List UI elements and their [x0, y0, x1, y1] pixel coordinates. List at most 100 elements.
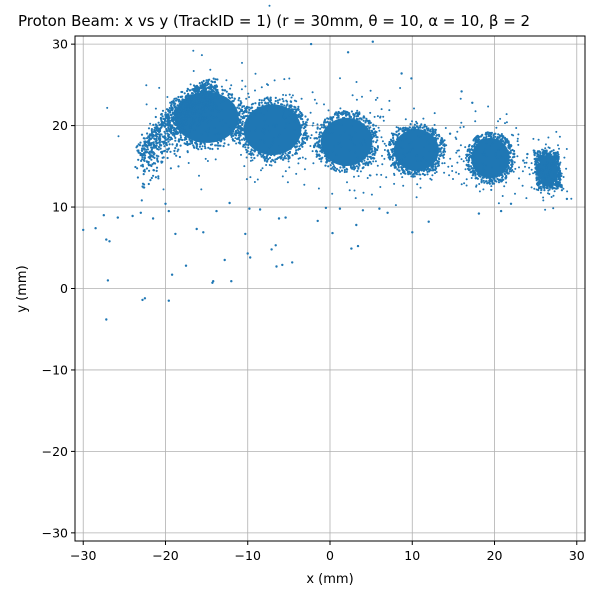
data-point — [212, 77, 215, 80]
data-point — [362, 119, 365, 122]
data-point — [162, 150, 166, 153]
data-point — [419, 124, 422, 127]
data-point — [141, 158, 144, 161]
data-point — [207, 106, 210, 109]
data-point — [222, 100, 225, 103]
data-point — [556, 155, 560, 158]
data-point — [208, 87, 211, 90]
data-point — [238, 139, 241, 142]
data-point — [349, 115, 353, 119]
data-point — [363, 162, 366, 165]
data-point — [375, 136, 378, 139]
data-point — [334, 169, 338, 172]
data-point — [211, 109, 214, 111]
data-point — [142, 153, 145, 157]
data-point — [166, 96, 169, 98]
data-point — [191, 101, 194, 104]
data-point — [160, 121, 163, 124]
data-point — [198, 101, 201, 104]
data-point — [191, 92, 194, 95]
data-point — [167, 136, 170, 139]
data-point — [298, 147, 301, 150]
data-point — [331, 119, 334, 122]
data-point — [232, 134, 235, 137]
data-point — [331, 131, 334, 134]
data-point — [209, 114, 212, 117]
data-point — [165, 142, 168, 146]
data-point — [285, 104, 288, 107]
data-point — [173, 134, 176, 138]
data-point — [229, 97, 232, 100]
data-point — [360, 118, 363, 121]
data-point — [313, 144, 316, 147]
data-point — [231, 132, 234, 135]
data-point — [201, 105, 204, 108]
data-point — [413, 123, 416, 126]
data-point — [301, 145, 304, 148]
data-point — [349, 166, 353, 169]
data-point — [186, 95, 189, 98]
data-point — [324, 118, 327, 121]
data-point — [366, 158, 369, 161]
data-point — [234, 129, 238, 133]
data-point — [396, 168, 399, 171]
data-point — [244, 146, 247, 149]
data-point — [216, 78, 219, 81]
data-point — [423, 173, 426, 176]
data-point — [254, 129, 257, 132]
data-point — [368, 122, 371, 125]
data-point — [255, 111, 258, 114]
data-point — [217, 144, 220, 147]
data-point — [398, 169, 401, 172]
data-point — [267, 158, 270, 161]
data-point — [207, 146, 210, 149]
data-point — [170, 124, 173, 127]
data-point — [256, 178, 259, 181]
data-point — [143, 142, 146, 145]
data-point — [355, 117, 358, 120]
data-point — [265, 164, 268, 166]
data-point — [142, 173, 145, 176]
data-point — [539, 152, 542, 155]
data-point — [182, 117, 185, 120]
data-point — [260, 101, 263, 104]
data-point — [229, 87, 232, 90]
data-point — [434, 165, 437, 169]
data-point — [158, 135, 161, 138]
data-point — [252, 153, 255, 156]
data-point — [558, 174, 561, 177]
data-point — [189, 89, 192, 92]
data-point — [337, 112, 340, 115]
data-point — [443, 153, 446, 156]
data-point — [150, 129, 153, 132]
data-point — [247, 92, 250, 95]
data-point — [175, 143, 179, 146]
data-point — [189, 103, 192, 106]
data-point — [435, 137, 438, 140]
data-point — [186, 102, 189, 105]
data-point — [192, 88, 195, 91]
data-point — [273, 102, 276, 105]
data-point — [467, 145, 470, 148]
data-point — [174, 136, 177, 139]
data-point — [234, 131, 237, 135]
data-point — [179, 134, 182, 137]
data-point — [376, 145, 379, 148]
data-point — [223, 142, 226, 145]
data-point — [260, 169, 262, 172]
data-point — [179, 138, 182, 141]
data-point — [533, 149, 536, 152]
data-point — [198, 174, 200, 177]
data-point — [245, 97, 248, 100]
data-point — [241, 112, 244, 115]
data-point — [178, 102, 181, 105]
data-point — [217, 132, 220, 135]
data-point — [500, 138, 503, 141]
data-point — [485, 180, 488, 183]
data-point — [332, 165, 336, 168]
data-point — [246, 121, 249, 124]
data-point — [171, 133, 174, 136]
data-point — [200, 111, 203, 114]
data-point — [171, 111, 174, 114]
data-point — [398, 132, 401, 135]
